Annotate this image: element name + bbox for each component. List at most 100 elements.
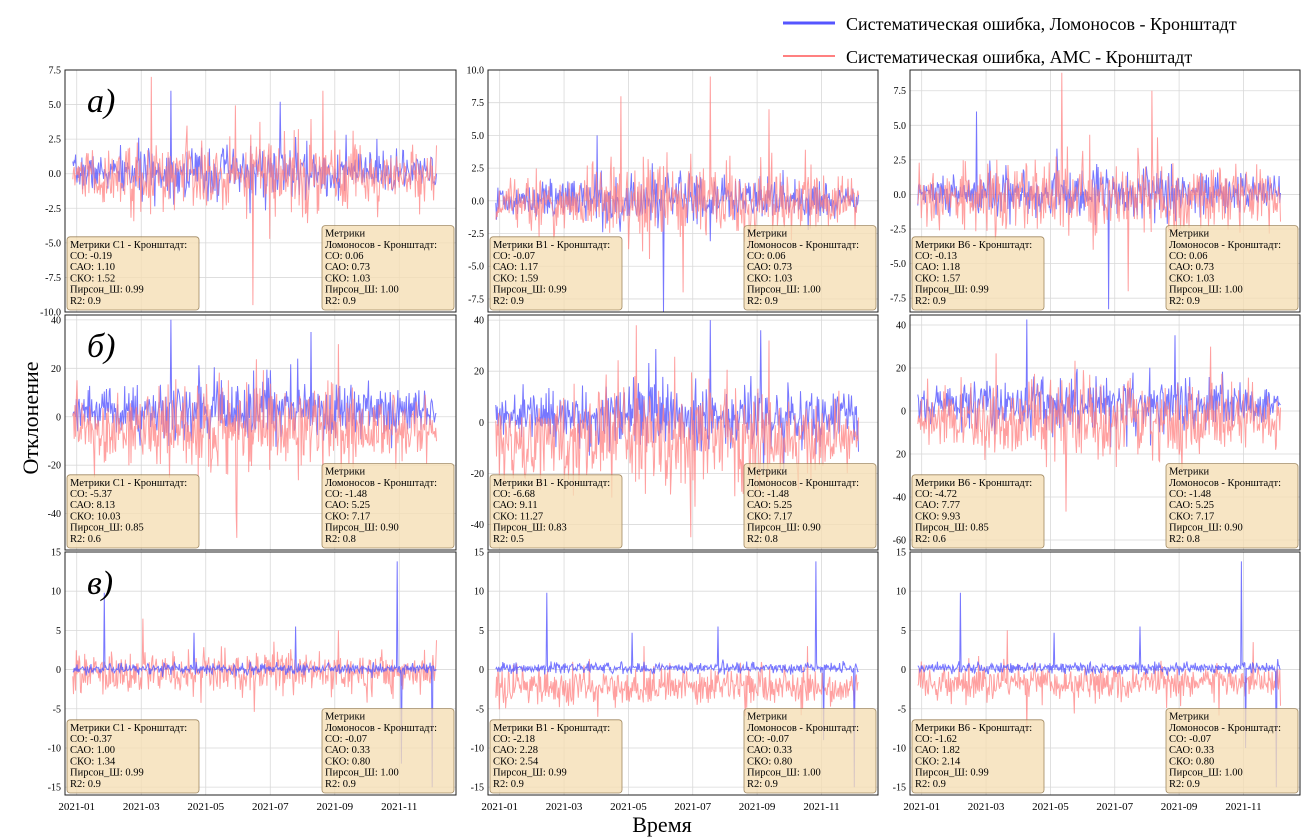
series-line-ams (495, 646, 859, 717)
metrics-box-bg (743, 708, 877, 794)
metrics-line: СКО: 11.27 (493, 511, 543, 522)
series-line-lomonosov (917, 561, 1281, 788)
metrics-line: СО: -0.07 (493, 251, 535, 262)
metrics-line: R2: 0.9 (915, 779, 946, 790)
metrics-box-lomonosov: Метрики Ломоносов - Кронштадт:СО: -1.48С… (321, 463, 455, 549)
metrics-line: R2: 0.8 (747, 534, 778, 545)
series-line-ams (917, 346, 1281, 512)
metrics-box-bg (489, 236, 623, 311)
y-tick-label: -5.0 (45, 238, 61, 249)
metrics-box-bg (1165, 225, 1299, 311)
metrics-box-bg (1165, 708, 1299, 794)
metrics-box-bg (911, 236, 1045, 311)
metrics-line: СО: -2.18 (493, 734, 535, 745)
y-tick-label: 0 (901, 665, 906, 676)
metrics-line: СКО: 10.03 (70, 511, 121, 522)
y-tick-label: 0.0 (894, 190, 907, 201)
metrics-line: Пирсон_Ш: 0.90 (1169, 523, 1243, 534)
series-group (917, 319, 1281, 512)
series-group (72, 561, 437, 788)
metrics-line: СО: -1.48 (325, 489, 367, 500)
metrics-box-bg (1165, 463, 1299, 549)
y-tick-label: -10 (893, 743, 906, 754)
metrics-line: СКО: 1.52 (70, 273, 115, 284)
y-tick-label: -10 (48, 743, 61, 754)
subplot-r2-c1: -15 -10 -5 0 5 10 15 2021-01 2021-03 2021-05 2021-… (471, 548, 879, 813)
metrics-line: Метрики (747, 467, 788, 478)
metrics-line: СО: -0.07 (1169, 734, 1211, 745)
y-tick-label: 7.5 (894, 86, 907, 97)
x-tick-label: 2021-01 (58, 801, 95, 813)
series-line-lomonosov (72, 561, 437, 788)
y-tick-label: 2.5 (472, 164, 485, 175)
metrics-box-bg (489, 474, 623, 549)
y-tick-label: 0.0 (472, 196, 485, 207)
x-tick-label: 2021-09 (316, 801, 353, 813)
metrics-line: Ломоносов - Кронштадт: (325, 478, 437, 489)
metrics-line: САО: 1.10 (70, 262, 115, 273)
y-tick-label: -2.5 (468, 229, 484, 240)
metrics-line: R2: 0.9 (747, 779, 778, 790)
plot-frame (909, 314, 1301, 551)
y-tick-label: 20 (896, 364, 906, 375)
metrics-line: САО: 1.00 (70, 745, 115, 756)
plot-frame (487, 69, 879, 313)
metrics-line: Пирсон_Ш: 1.00 (747, 285, 821, 296)
x-tick-label: 2021-03 (968, 801, 1005, 813)
metrics-line: САО: 0.33 (1169, 745, 1214, 756)
subplot-r1-c1: -40 -20 0 20 40 Метрики В1 - Кронштадт:СО: -6… (471, 314, 879, 551)
series-group (495, 76, 859, 312)
metrics-line: Ломоносов - Кронштадт: (325, 723, 437, 734)
series-group (495, 561, 859, 788)
metrics-line: СО: -1.48 (747, 489, 789, 500)
y-tick-label: 40 (474, 316, 484, 327)
series-line-ams (495, 76, 859, 293)
subplot-r0-c2: -7.5 -5.0 -2.5 0.0 2.5 5.0 7.5 Метрики В6 - Кро… (890, 69, 1301, 313)
y-tick-label: 5.0 (894, 121, 907, 132)
series-line-lomonosov (917, 319, 1281, 448)
y-tick-label: -10.0 (40, 308, 61, 319)
metrics-line: Пирсон_Ш: 0.99 (70, 768, 144, 779)
metrics-line: Метрики С1 - Кронштадт: (70, 240, 187, 251)
metrics-line: R2: 0.8 (1169, 534, 1200, 545)
plot-frame (487, 314, 879, 551)
row-label: в) (87, 565, 113, 602)
subplot-r2-c0: -15 -10 -5 0 5 10 15 в) 2021-01 2021-03 2021-05 202… (48, 548, 457, 813)
y-tick-label: 5 (56, 626, 61, 637)
metrics-line: Метрики (747, 712, 788, 723)
plot-frame (909, 69, 1301, 313)
metrics-box-bg (66, 719, 200, 794)
x-tick-label: 2021-03 (123, 801, 160, 813)
metrics-line: СО: -4.72 (915, 489, 957, 500)
y-tick-label: -60 (893, 536, 906, 547)
series-line-ams (917, 72, 1281, 292)
series-group (72, 76, 437, 306)
metrics-line: R2: 0.6 (70, 534, 101, 545)
metrics-line: САО: 0.73 (325, 262, 370, 273)
series-line-ams (72, 76, 437, 306)
metrics-line: САО: 0.73 (1169, 262, 1214, 273)
x-tick-label: 2021-09 (1161, 801, 1198, 813)
metrics-line: Метрики В1 - Кронштадт: (493, 723, 610, 734)
y-tick-label: 2.5 (894, 155, 907, 166)
series-line-ams (72, 344, 437, 538)
y-tick-label: -2.5 (890, 225, 906, 236)
y-tick-label: 5 (901, 626, 906, 637)
y-tick-label: 5.0 (472, 131, 485, 142)
metrics-line: Ломоносов - Кронштадт: (747, 240, 859, 251)
metrics-box-lomonosov: Метрики Ломоносов - Кронштадт:СО: -0.07С… (321, 708, 455, 794)
y-tick-label: -15 (471, 783, 484, 794)
metrics-line: Пирсон_Ш: 0.99 (493, 285, 567, 296)
metrics-line: СО: -0.07 (325, 734, 367, 745)
y-tick-label: -5 (476, 704, 484, 715)
y-tick-label: -40 (893, 493, 906, 504)
y-tick-label: 0 (479, 418, 484, 429)
legend-label-ams: Систематическая ошибка, АМС - Кронштадт (846, 47, 1192, 67)
metrics-line: Пирсон_Ш: 0.83 (493, 523, 567, 534)
metrics-line: СО: -5.37 (70, 489, 112, 500)
metrics-box-bg (66, 236, 200, 311)
